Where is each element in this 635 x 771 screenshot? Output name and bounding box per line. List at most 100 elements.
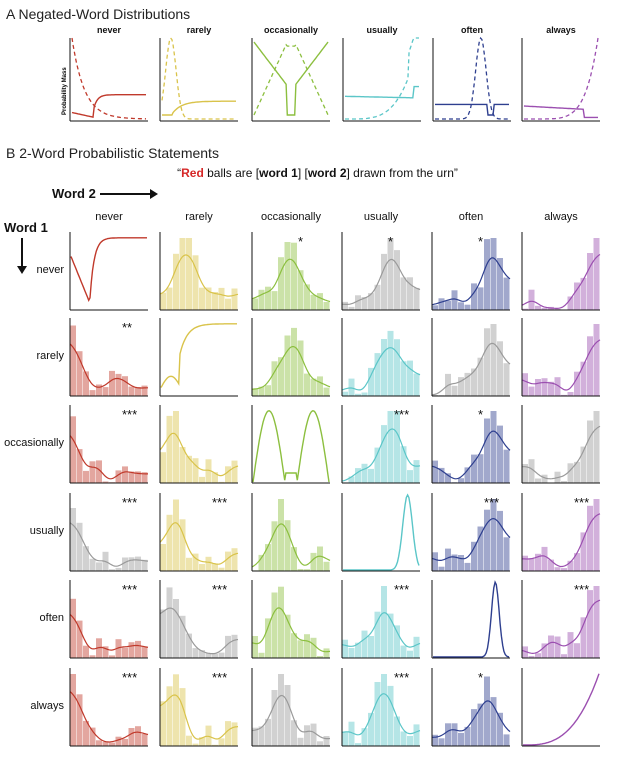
histogram-bar — [96, 460, 102, 483]
histogram-bar — [535, 653, 541, 658]
histogram-bar — [400, 446, 407, 483]
histogram-bar — [484, 328, 490, 396]
histogram-bar — [141, 646, 148, 658]
panel-a-dashed-curve-always — [524, 37, 599, 120]
histogram-bar — [522, 464, 528, 483]
histogram-bar — [381, 339, 387, 396]
histogram-bar — [580, 277, 587, 310]
histogram-bar — [173, 253, 179, 310]
histogram-bar — [122, 738, 128, 746]
histogram-bar — [361, 297, 368, 310]
histogram-bar — [361, 463, 368, 483]
histogram-bar — [89, 390, 96, 396]
histogram-bar — [76, 694, 83, 746]
histogram-bar — [225, 635, 231, 658]
histogram-bar — [561, 654, 567, 658]
histogram-bar — [587, 253, 593, 310]
panel-a-title: A Negated-Word Distributions — [6, 6, 191, 22]
histogram-bar — [541, 643, 548, 658]
fitted-curve — [69, 435, 148, 480]
histogram-bar — [218, 481, 225, 483]
histogram-bar — [278, 499, 284, 571]
histogram-bar — [503, 537, 510, 571]
quote-open: “ — [177, 166, 182, 180]
histogram-bar — [342, 391, 348, 396]
histogram-bar — [199, 287, 205, 310]
histogram-bar — [122, 466, 128, 483]
fitted-curve — [69, 522, 149, 567]
histogram-bar — [109, 655, 115, 658]
histogram-bar — [225, 551, 231, 571]
histogram-bar — [503, 363, 510, 396]
histogram-bar — [212, 563, 218, 571]
histogram-bar — [541, 378, 548, 396]
histogram-bar — [593, 324, 600, 396]
histogram-bar — [231, 722, 238, 746]
histogram-bar — [528, 289, 535, 310]
histogram-bar — [407, 736, 413, 746]
histogram-bar — [451, 385, 458, 396]
histogram-bar — [464, 726, 471, 746]
histogram-bar — [109, 370, 115, 396]
histogram-bar — [102, 387, 109, 396]
histogram-bar — [355, 642, 361, 658]
histogram-bar — [445, 473, 451, 483]
histogram-bar — [458, 732, 464, 746]
panel-b-title: B 2-Word Probabilistic Statements — [6, 145, 219, 161]
histogram-bar — [218, 738, 225, 746]
histogram-bar — [304, 373, 310, 396]
word2-arrow-head — [150, 189, 158, 199]
histogram-bar — [587, 420, 593, 483]
panel-b-column-header-usually: usually — [363, 211, 399, 223]
histogram-bar — [173, 674, 179, 746]
histogram-bar — [122, 376, 128, 396]
histogram-bar — [471, 541, 477, 571]
histogram-bar — [166, 587, 173, 658]
histogram-bar — [192, 648, 199, 658]
histogram-bar — [445, 300, 451, 310]
histogram-bar — [381, 674, 387, 746]
histogram-bar — [574, 553, 580, 571]
histogram-bar — [400, 645, 407, 658]
histogram-bar — [70, 674, 76, 746]
histogram-bar — [284, 335, 291, 396]
histogram-bar — [477, 454, 484, 483]
histogram-bar — [192, 743, 199, 746]
histogram-bar — [522, 555, 528, 571]
histogram-bar — [561, 568, 567, 571]
histogram-bar — [205, 653, 212, 658]
fitted-curve — [341, 258, 421, 305]
histogram-bar — [304, 725, 310, 746]
histogram-bar — [166, 514, 173, 571]
histogram-bar — [368, 367, 374, 396]
histogram-bar — [490, 697, 497, 746]
histogram-bar — [179, 447, 186, 483]
histogram-bar — [102, 741, 109, 746]
histogram-bar — [554, 636, 561, 658]
panel-a-solid-curve-never — [71, 94, 146, 118]
histogram-bar — [503, 277, 510, 310]
histogram-bar — [199, 737, 205, 746]
histogram-bar — [109, 569, 115, 571]
histogram-bar — [587, 505, 593, 571]
histogram-bar — [291, 327, 297, 396]
histogram-bar — [186, 455, 192, 483]
histogram-bar — [258, 652, 265, 658]
histogram-bar — [374, 447, 381, 483]
histogram-bar — [166, 287, 173, 310]
histogram-bar — [567, 632, 574, 658]
histogram-bar — [83, 720, 89, 746]
histogram-bar — [574, 282, 580, 310]
histogram-bar — [173, 411, 179, 483]
histogram-bar — [368, 712, 374, 746]
histogram-bar — [413, 287, 420, 310]
fitted-curve — [159, 254, 239, 297]
histogram-bar — [381, 425, 387, 483]
histogram-bar — [265, 618, 271, 658]
panel-a-solid-curve-rarely — [162, 100, 236, 116]
histogram-bar — [348, 476, 355, 483]
histogram-bar — [593, 499, 600, 571]
histogram-bar — [348, 721, 355, 746]
histogram-bar — [265, 286, 271, 310]
fitted-curve — [521, 339, 601, 391]
